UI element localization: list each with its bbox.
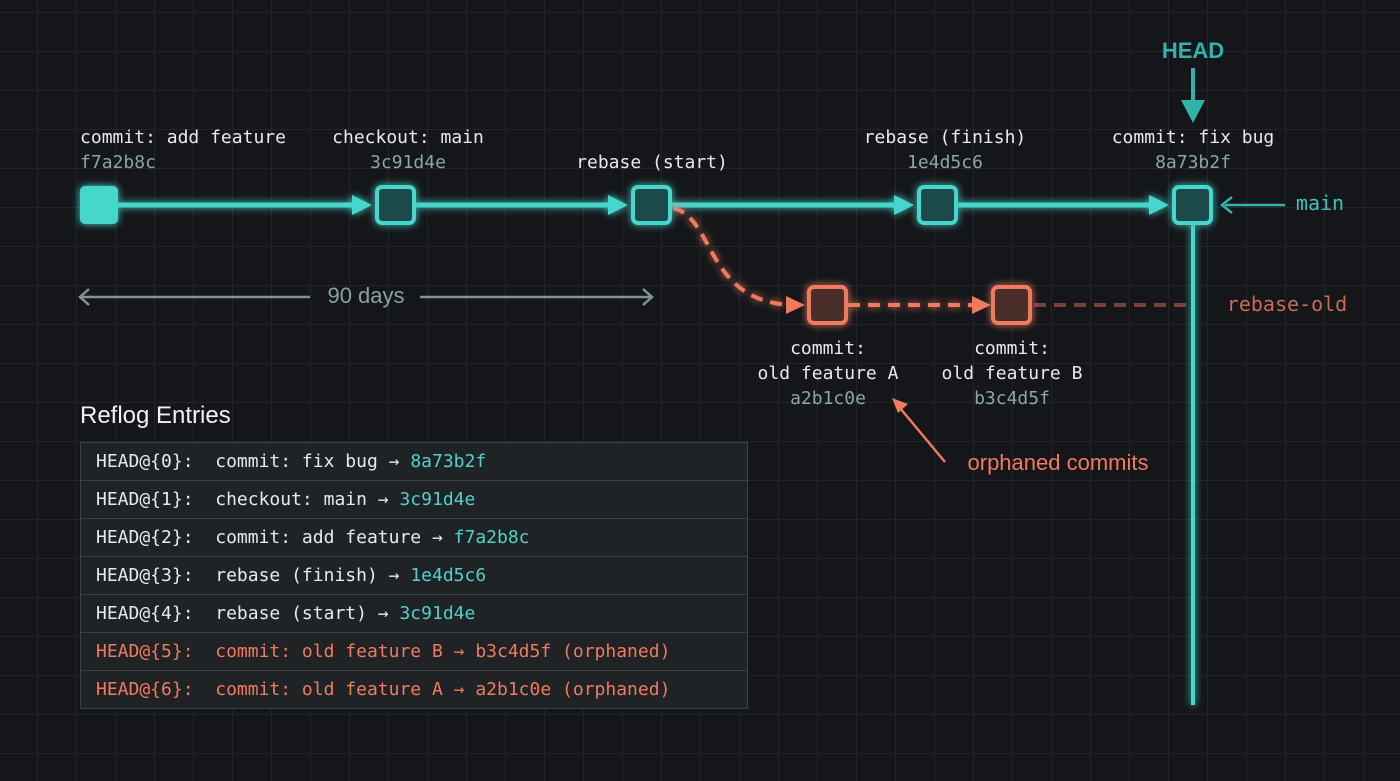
- node-label: rebase (finish) 1e4d5c6: [863, 127, 1027, 173]
- node-label: checkout: main 3c91d4e: [332, 127, 484, 173]
- reflog-ref: HEAD@{2}:: [96, 527, 194, 548]
- branch-main-label: main: [1295, 191, 1345, 215]
- arrowhead: [1181, 100, 1205, 123]
- reflog-action: commit: add feature →: [215, 527, 443, 548]
- node-label: commit: fix bug 8a73b2f: [1111, 127, 1275, 173]
- reflog-entry[interactable]: HEAD@{0}: commit: fix bug → 8a73b2f: [81, 443, 747, 481]
- commit-node[interactable]: [1172, 185, 1213, 225]
- arrowhead: [352, 195, 372, 215]
- orphan-edge: [672, 206, 791, 307]
- reflog-action: rebase (start) →: [215, 603, 389, 624]
- commit-node[interactable]: [917, 185, 958, 225]
- reflog-action: checkout: main →: [215, 489, 389, 510]
- reflog-hash: 3c91d4e: [399, 489, 476, 510]
- orphan-commit-node[interactable]: [991, 285, 1032, 325]
- reflog-action: commit: old feature B →: [215, 641, 465, 662]
- arrowhead: [1149, 195, 1169, 215]
- arrowhead: [608, 195, 628, 215]
- reflog-hash: 3c91d4e: [399, 603, 476, 624]
- reflog-hash: b3c4d5f: [475, 641, 552, 662]
- node-label: rebase (start): [576, 152, 728, 173]
- commit-node[interactable]: [80, 186, 118, 224]
- node-label: commit: add feature f7a2b8c: [80, 127, 286, 173]
- reflog-ref: HEAD@{3}:: [96, 565, 194, 586]
- reflog-entry[interactable]: HEAD@{3}: rebase (finish) → 1e4d5c6: [81, 557, 747, 595]
- reflog-ref: HEAD@{1}:: [96, 489, 194, 510]
- reflog-table: HEAD@{0}: commit: fix bug → 8a73b2f HEAD…: [80, 442, 748, 709]
- arrowhead: [972, 296, 991, 314]
- reflog-hash: a2b1c0e: [475, 679, 552, 700]
- orphan-commit-node[interactable]: [807, 285, 848, 325]
- reflog-entry[interactable]: HEAD@{6}: commit: old feature A → a2b1c0…: [81, 671, 747, 708]
- reflog-entry[interactable]: HEAD@{5}: commit: old feature B → b3c4d5…: [81, 633, 747, 671]
- reflog-note: (orphaned): [562, 679, 671, 700]
- arrowhead: [894, 195, 914, 215]
- reflog-hash: 8a73b2f: [410, 451, 487, 472]
- reflog-hash: f7a2b8c: [453, 527, 530, 548]
- arrowhead: [786, 296, 805, 314]
- duration-arrow: [78, 288, 654, 306]
- commit-node[interactable]: [375, 185, 416, 225]
- branch-rebase-old-label: rebase-old: [1226, 292, 1348, 316]
- reflog-title: Reflog Entries: [80, 402, 231, 429]
- orphan-note-arrow: [899, 407, 946, 463]
- reflog-entry[interactable]: HEAD@{4}: rebase (start) → 3c91d4e: [81, 595, 747, 633]
- reflog-ref: HEAD@{6}:: [96, 679, 194, 700]
- reflog-entry[interactable]: HEAD@{2}: commit: add feature → f7a2b8c: [81, 519, 747, 557]
- head-label: HEAD: [1161, 38, 1225, 63]
- reflog-action: commit: fix bug →: [215, 451, 400, 472]
- reflog-hash: 1e4d5c6: [410, 565, 487, 586]
- reflog-action: commit: old feature A →: [215, 679, 465, 700]
- reflog-ref: HEAD@{4}:: [96, 603, 194, 624]
- duration-label: 90 days: [327, 283, 405, 308]
- reflog-ref: HEAD@{5}:: [96, 641, 194, 662]
- reflog-entry[interactable]: HEAD@{1}: checkout: main → 3c91d4e: [81, 481, 747, 519]
- reflog-note: (orphaned): [562, 641, 671, 662]
- reflog-action: rebase (finish) →: [215, 565, 400, 586]
- orphaned-note: orphaned commits: [967, 450, 1149, 475]
- reflog-ref: HEAD@{0}:: [96, 451, 194, 472]
- commit-node[interactable]: [631, 185, 672, 225]
